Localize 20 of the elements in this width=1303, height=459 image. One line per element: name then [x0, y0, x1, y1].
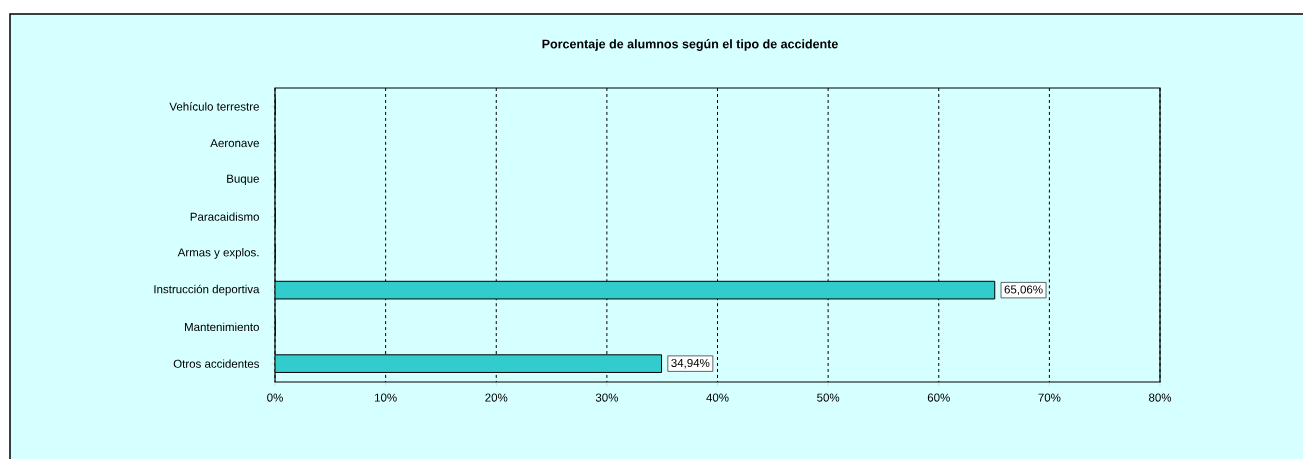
x-tick-label: 20% [485, 393, 508, 402]
y-tick-label: Instrucción deportiva [154, 284, 260, 296]
y-tick-label: Vehículo terrestre [169, 102, 259, 111]
chart-title: Porcentaje de alumnos según el tipo de accidente [542, 39, 838, 51]
x-tick-label: 70% [1038, 393, 1061, 402]
y-tick-label: Armas y explos. [177, 248, 259, 259]
x-tick-label: 30% [595, 393, 618, 402]
x-tick-label: 10% [374, 393, 397, 402]
x-tick-label: 40% [706, 393, 729, 402]
x-tick-label: 0% [267, 393, 283, 402]
y-tick-label: Otros accidentes [173, 359, 260, 368]
y-tick-label: Buque [227, 174, 259, 186]
x-tick-label: 60% [927, 393, 950, 402]
y-tick-label: Aeronave [210, 139, 259, 148]
data-label: 65,06% [1004, 285, 1043, 295]
data-label: 34,94% [671, 358, 710, 369]
x-tick-label: 50% [817, 393, 840, 402]
y-tick-label: Mantenimiento [184, 322, 259, 332]
x-tick-label: 80% [1149, 393, 1172, 402]
y-tick-label: Paracaidismo [190, 212, 259, 221]
